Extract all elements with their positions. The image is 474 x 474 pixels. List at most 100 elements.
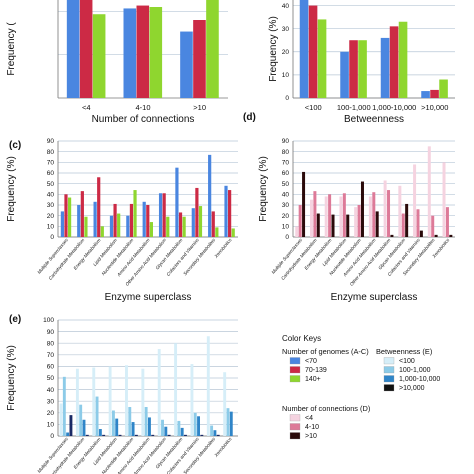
- bar-1: [190, 364, 194, 436]
- legend-swatch: [289, 357, 301, 365]
- category-label: Xenobiotics: [213, 237, 233, 260]
- legend-item-label: >10,000: [399, 385, 425, 392]
- bar-3: [115, 418, 119, 436]
- category-label: Nucleotide Metabolism: [101, 436, 135, 474]
- bar-2: [113, 203, 117, 237]
- category-label: Secondary Metabolites: [182, 237, 216, 277]
- y-tick-label: 90: [282, 138, 290, 145]
- bar-3: [100, 226, 104, 237]
- bar-1: [180, 31, 193, 98]
- legend-item-label: <4: [305, 415, 313, 422]
- bar-3: [231, 228, 235, 237]
- bar-1: [368, 196, 372, 237]
- bar-1: [60, 211, 64, 237]
- bar-1: [223, 372, 227, 436]
- category-label: <4: [82, 103, 91, 112]
- bar-3: [197, 416, 200, 436]
- bar-2: [95, 396, 99, 436]
- y-tick-label: 80: [47, 340, 55, 347]
- y-tick-label: 20: [282, 49, 290, 56]
- bar-3: [419, 230, 423, 237]
- bar-3: [346, 214, 350, 237]
- y-tick-label: 40: [282, 3, 290, 10]
- bar-4: [85, 434, 89, 436]
- bar-2: [349, 40, 358, 98]
- bar-1: [157, 349, 161, 436]
- legend-title: Color Keys: [282, 334, 321, 343]
- legend-swatch: [289, 366, 301, 374]
- bar-1: [92, 367, 96, 436]
- bar-2: [79, 0, 93, 98]
- category-label: <100: [305, 103, 322, 112]
- bar-1: [191, 208, 195, 237]
- bar-1: [380, 37, 390, 98]
- bar-2: [430, 89, 439, 98]
- bar-2: [226, 408, 230, 436]
- legend-item-label: >10: [305, 433, 317, 440]
- bar-3: [198, 206, 203, 237]
- bar-2: [193, 412, 197, 436]
- bars: [66, 0, 219, 98]
- bar-3: [213, 430, 217, 436]
- bar-1: [421, 91, 430, 98]
- y-tick-label: 0: [285, 234, 289, 241]
- panel-label: (e): [9, 314, 21, 325]
- legend-item-label: 4-10: [305, 424, 319, 431]
- y-tick-label: 30: [282, 202, 290, 209]
- y-tick-label: 20: [47, 410, 55, 417]
- bar-1: [299, 0, 309, 98]
- bar-2: [308, 5, 318, 98]
- legend-swatch: [383, 366, 395, 374]
- bar-1: [174, 343, 178, 436]
- bar-1: [413, 164, 417, 237]
- y-tick-label: 90: [47, 138, 55, 145]
- bar-2: [62, 376, 66, 436]
- y-tick-label: 0: [50, 433, 54, 440]
- y-tick-label: 100: [43, 317, 54, 324]
- legend-swatch: [289, 375, 301, 383]
- category-label: >10: [193, 103, 206, 112]
- bar-1: [158, 193, 163, 237]
- bar-3: [117, 213, 121, 237]
- bar-2: [146, 205, 150, 237]
- y-tick-label: 60: [47, 170, 55, 177]
- bar-1: [109, 215, 114, 237]
- legend-group-heading: Number of genomes (A-C): [282, 347, 369, 356]
- bar-1: [340, 51, 349, 98]
- bar-3: [66, 432, 70, 436]
- legend-swatch: [289, 414, 301, 422]
- legend-item-label: 100-1,000: [399, 367, 431, 374]
- y-tick-label: 10: [282, 224, 290, 231]
- bar-3: [149, 7, 163, 98]
- y-tick-label: 30: [47, 398, 55, 405]
- bar-2: [128, 407, 132, 436]
- bar-3: [390, 234, 394, 237]
- bar-2: [97, 177, 101, 237]
- legend-item-label: 1,000-10,000: [399, 376, 440, 383]
- bar-2: [313, 191, 317, 237]
- category-label: 100-1,000: [337, 103, 371, 112]
- y-tick-label: 10: [47, 422, 55, 429]
- category-label: 1,000-10,000: [372, 103, 416, 112]
- y-axis-label: Frequency (%): [258, 156, 269, 222]
- legend-group-heading: Betweenness (E): [376, 347, 432, 356]
- y-tick-label: 40: [282, 192, 290, 199]
- bar-1: [93, 201, 97, 237]
- bar-4: [102, 434, 106, 436]
- chart-panel-3: 0 10 20 30 40 50 60 70 80 90 Multiple Superclasses…: [6, 138, 238, 303]
- bar-3: [180, 427, 184, 436]
- y-tick-label: 50: [282, 181, 290, 188]
- chart-panel-2: 0 10 20 30 40 <100 100-1,000 1,000-10,000 >10,00…: [268, 0, 455, 125]
- bar-2: [389, 26, 399, 98]
- bar-3: [229, 411, 233, 436]
- bar-1: [141, 368, 145, 436]
- bar-1: [224, 185, 228, 237]
- bar-3: [405, 203, 409, 237]
- legend-swatch: [289, 432, 301, 440]
- category-label: Glycan Metabolism: [377, 237, 406, 270]
- bar-2: [211, 211, 215, 237]
- y-tick-label: 40: [47, 387, 55, 394]
- bar-4: [184, 434, 187, 436]
- y-axis-label: Frequency (: [6, 22, 17, 76]
